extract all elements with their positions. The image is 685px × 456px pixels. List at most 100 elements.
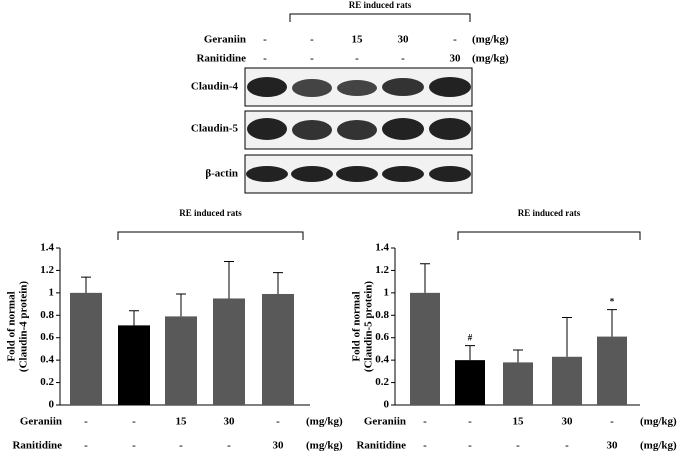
marker: *: [610, 297, 615, 307]
y-axis-label: Fold of normal: [6, 291, 18, 361]
error-bar: [273, 272, 283, 294]
y-tick-label: 1.4: [375, 242, 389, 254]
band: [246, 166, 288, 182]
dose: -: [610, 416, 614, 428]
dose: -: [355, 53, 359, 65]
band: [382, 118, 424, 140]
bracket: [457, 231, 641, 240]
y-tick-label: 1.2: [40, 264, 54, 276]
bar: [213, 298, 245, 405]
dose: 30: [273, 440, 285, 452]
y-tick-label: 0.2: [375, 376, 389, 388]
dose: -: [263, 34, 267, 46]
band: [292, 120, 332, 140]
dose: -: [179, 440, 183, 452]
y-tick-label: 0.6: [375, 331, 389, 343]
y-axis-label: (Claudin-5 protein): [363, 281, 375, 373]
row-label: Geraniin: [364, 416, 406, 428]
dose: 30: [450, 53, 462, 65]
row-label: Ranitidine: [12, 440, 62, 452]
dose: -: [84, 440, 88, 452]
y-tick-label: 0.6: [40, 331, 54, 343]
dose: -: [453, 34, 457, 46]
dose: -: [468, 440, 472, 452]
bar: [70, 292, 102, 405]
band: [336, 166, 378, 182]
y-tick-label: 0.8: [40, 309, 54, 321]
bar: [118, 325, 150, 405]
band-label: Claudin-4: [191, 81, 239, 93]
bar: [262, 293, 294, 405]
band: [292, 79, 332, 97]
y-tick-label: 1: [384, 286, 390, 298]
error-bar: [465, 345, 475, 361]
bar: [410, 292, 440, 405]
unit: (mg/kg): [640, 440, 677, 452]
dose: -: [310, 53, 314, 65]
dose: 30: [224, 416, 236, 428]
y-tick-label: 0.4: [40, 354, 54, 366]
dose: -: [227, 440, 231, 452]
bracket: [289, 13, 471, 22]
error-bar: [562, 317, 572, 357]
dose: -: [565, 440, 569, 452]
y-tick-label: 1.2: [375, 264, 389, 276]
error-bar: [176, 293, 186, 317]
bar: [503, 362, 533, 405]
band: [247, 77, 287, 97]
y-tick-label: 0.8: [375, 309, 389, 321]
dose: -: [276, 416, 280, 428]
marker: #: [468, 333, 473, 343]
dose: 30: [398, 34, 410, 46]
dose: 15: [352, 34, 364, 46]
dose: 30: [562, 416, 574, 428]
bracket-label: RE induced rats: [179, 208, 242, 218]
y-tick-label: 0.4: [375, 354, 389, 366]
dose: 15: [176, 416, 188, 428]
band: [247, 118, 287, 140]
error-bar: [81, 276, 91, 293]
bar: [455, 360, 485, 405]
band: [337, 120, 377, 140]
dose: -: [423, 440, 427, 452]
y-tick-label: 1: [49, 286, 55, 298]
band: [337, 80, 377, 96]
y-tick-label: 1.4: [40, 242, 54, 254]
y-tick-label: 0: [49, 399, 55, 411]
row-label: Geraniin: [204, 34, 246, 46]
band: [291, 166, 333, 182]
dose: -: [401, 53, 405, 65]
bracket-label: RE induced rats: [518, 208, 581, 218]
dose: -: [132, 416, 136, 428]
bar: [597, 336, 627, 405]
dose: -: [516, 440, 520, 452]
bracket: [117, 231, 304, 240]
dose: 15: [513, 416, 525, 428]
dose: -: [132, 440, 136, 452]
bar: [165, 316, 197, 405]
unit: (mg/kg): [306, 416, 343, 428]
dose: -: [310, 34, 314, 46]
error-bar: [607, 309, 617, 337]
band: [382, 166, 424, 182]
unit: (mg/kg): [472, 34, 509, 46]
band: [429, 118, 471, 140]
error-bar: [224, 260, 234, 299]
unit: (mg/kg): [306, 440, 343, 452]
unit: (mg/kg): [640, 416, 677, 428]
row-label: Ranitidine: [196, 53, 246, 65]
band: [429, 77, 471, 97]
error-bar: [513, 349, 523, 363]
y-axis-label: Fold of normal: [351, 291, 363, 361]
band-label: Claudin-5: [191, 123, 239, 135]
unit: (mg/kg): [472, 53, 509, 65]
blot-header: RE induced rats: [349, 0, 412, 10]
dose: -: [263, 53, 267, 65]
error-bar: [129, 310, 139, 326]
y-tick-label: 0.2: [40, 376, 54, 388]
dose: -: [423, 416, 427, 428]
y-axis-label: (Claudin-4 protein): [18, 281, 30, 373]
y-tick-label: 0: [384, 399, 390, 411]
row-label: Geraniin: [20, 416, 62, 428]
